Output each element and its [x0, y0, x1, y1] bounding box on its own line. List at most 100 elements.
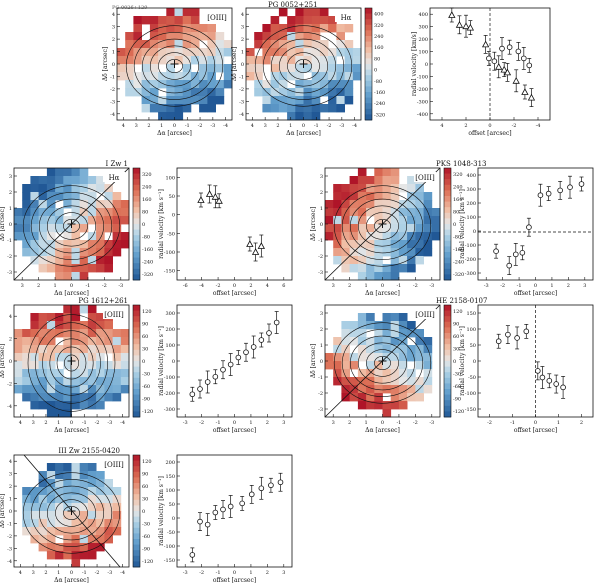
map-pixel [55, 272, 64, 281]
map-ytick-label: 4 [9, 459, 12, 465]
map-pixel [415, 361, 424, 370]
colorbar-segment [444, 257, 451, 264]
colorbar-tick-label: -120 [142, 409, 153, 415]
map-pixel [79, 385, 89, 394]
map-pixel [336, 64, 345, 73]
curve-ytick-label: -50 [167, 231, 175, 237]
map-pixel [357, 264, 367, 273]
map-pixel [341, 184, 350, 193]
map-xtick-label: -3 [429, 283, 434, 289]
map-xtick-label: -4 [352, 123, 357, 129]
colorbar-tick-label: 60 [453, 334, 459, 340]
colorbar-segment [444, 321, 451, 328]
map-pixel [349, 232, 359, 241]
colorbar-segment [133, 483, 140, 489]
map-pixel [254, 64, 263, 73]
colorbar-segment [444, 179, 451, 186]
map-pixel [349, 264, 359, 273]
map-pixel [341, 264, 350, 273]
map-pixel [87, 321, 97, 330]
velocity-map-pg0026-b [245, 7, 373, 121]
curve-xtick-label: -2 [216, 283, 221, 289]
map-pixel [303, 48, 313, 57]
line-label-bg [103, 309, 125, 319]
colorbar-tick-label: 0 [142, 359, 145, 365]
rotation-curve-pg1612 [176, 304, 293, 418]
map-pixel [190, 16, 200, 25]
map-pixel [38, 471, 48, 480]
map-pixel [182, 72, 192, 81]
colorbar-segment [444, 246, 451, 253]
map-pixel [55, 479, 64, 488]
curve-ytick-label: 150 [466, 311, 476, 317]
map-xlabel: Δα [arcsec] [54, 577, 89, 584]
data-point-circle [258, 337, 265, 343]
map-pixel [55, 264, 64, 273]
map-pixel [63, 313, 72, 322]
colorbar-segment [133, 561, 140, 568]
colorbar-segment [133, 168, 140, 174]
map-pixel [38, 337, 48, 346]
map-pixel [374, 248, 383, 257]
map-pixel [287, 96, 296, 105]
colorbar-segment [133, 488, 140, 495]
map-pixel [336, 40, 345, 49]
map-pixel [382, 272, 392, 281]
map-pixel [207, 24, 216, 33]
map-pixel [415, 377, 424, 386]
map-pixel [366, 208, 375, 217]
map-ytick-label: 3 [112, 25, 115, 31]
map-pixel [79, 256, 89, 265]
map-xtick-label: -1 [185, 123, 190, 129]
map-pixel [415, 232, 424, 241]
map-pixel [215, 32, 225, 41]
colorbar-segment [133, 327, 140, 334]
colorbar-frame [132, 304, 141, 418]
colorbar-tick-label: 0 [453, 359, 456, 365]
map-pixel [182, 32, 192, 41]
map-pixel [374, 208, 383, 217]
map-pixel [295, 8, 304, 17]
map-pixel [366, 224, 375, 233]
map-pixel [120, 232, 130, 241]
map-pixel [270, 40, 280, 49]
map-pixel [38, 503, 48, 512]
map-pixel [158, 48, 167, 57]
map-pixel [79, 535, 89, 544]
map-ylabel: Δδ [arcsec] [102, 47, 109, 81]
map-pixel [87, 495, 97, 504]
map-pixel [30, 353, 39, 362]
map-pixel [366, 321, 375, 330]
map-xtick-label: -2 [102, 283, 107, 289]
map-pixel [46, 503, 56, 512]
map-pixel [303, 40, 313, 49]
map-pixel [55, 208, 64, 217]
map-pixel [120, 208, 130, 217]
data-point-circle [486, 55, 492, 62]
map-pixel [38, 329, 48, 338]
map-pixel [319, 104, 329, 113]
map-pixel [390, 192, 400, 201]
map-pixel [96, 337, 105, 346]
map-pixel [96, 535, 105, 544]
map-pixel [174, 32, 184, 41]
map-pixel [295, 32, 304, 41]
map-pixel [87, 184, 97, 193]
map-pixel [278, 24, 288, 33]
map-pixel [71, 240, 81, 249]
map-xtick-label: 1 [364, 420, 367, 426]
map-pixel [71, 551, 81, 560]
map-pixel [63, 361, 72, 370]
flux-contour [125, 25, 224, 107]
map-ytick-label: 4 [241, 12, 244, 18]
colorbar-segment [133, 460, 140, 467]
map-pixel [133, 40, 142, 49]
colorbar-segment [133, 173, 140, 180]
map-pixel [55, 353, 64, 362]
map-pixel [96, 353, 105, 362]
curve-frame [176, 167, 293, 281]
map-pixel [112, 192, 122, 201]
map-pixel [71, 369, 81, 378]
map-pixel [407, 345, 416, 354]
curve-ytick-label: 100 [466, 215, 476, 221]
